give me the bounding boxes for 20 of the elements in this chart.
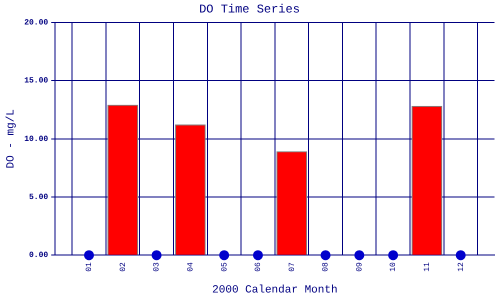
- y-tick-label: 20.00: [24, 18, 48, 28]
- y-tick-label: 15.00: [24, 76, 48, 86]
- y-tick-label: 10.00: [24, 134, 48, 144]
- x-tick-label: 04: [186, 262, 196, 272]
- x-tick-label: 06: [254, 262, 264, 272]
- x-tick-label: 07: [288, 262, 297, 272]
- y-tick-label: 0.00: [29, 251, 48, 260]
- y-axis-title: DO - mg/L: [6, 109, 18, 169]
- x-tick-label: 10: [389, 262, 398, 272]
- x-tick-label: 05: [220, 262, 230, 272]
- x-axis-title: 2000 Calendar Month: [212, 284, 338, 296]
- chart-title: DO Time Series: [199, 2, 300, 16]
- x-tick-label: 09: [355, 262, 364, 272]
- x-tick-label: 08: [322, 262, 331, 272]
- x-tick-label: 03: [152, 262, 162, 272]
- x-tick-label: 12: [456, 262, 466, 272]
- y-tick-label: 5.00: [29, 193, 48, 202]
- x-tick-label: 02: [118, 262, 128, 272]
- x-tick-label: 11: [423, 262, 432, 272]
- x-tick-label: 01: [85, 262, 94, 272]
